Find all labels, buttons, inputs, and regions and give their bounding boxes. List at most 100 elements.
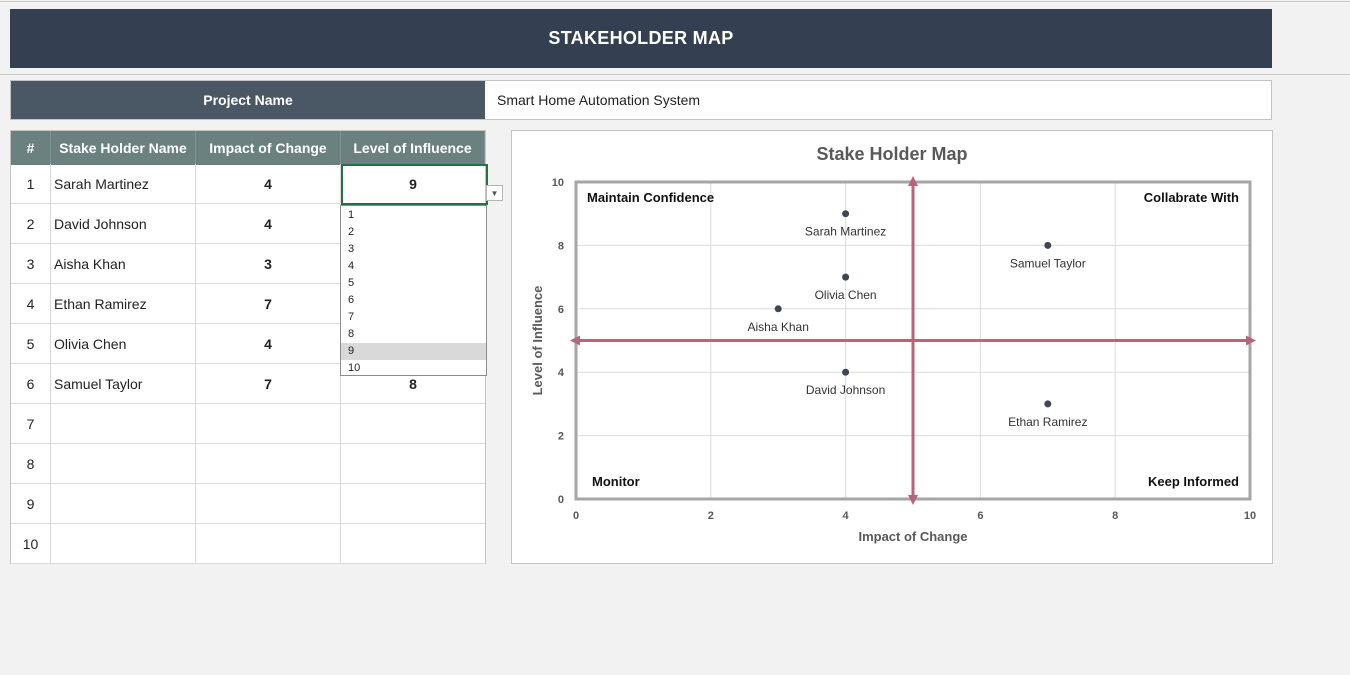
- quadrant-label-top-right: Collabrate With: [1144, 190, 1239, 205]
- row-number: 5: [11, 324, 51, 363]
- influence-cell[interactable]: [341, 404, 485, 443]
- stakeholder-name-cell[interactable]: [51, 484, 196, 523]
- impact-cell[interactable]: 4: [196, 324, 341, 363]
- project-name-value[interactable]: Smart Home Automation System: [497, 92, 701, 108]
- table-row: 5 Olivia Chen 4: [11, 324, 485, 364]
- x-tick-label: 0: [573, 510, 579, 522]
- data-point: [842, 210, 850, 218]
- selected-cell-outline: [341, 164, 488, 205]
- impact-cell[interactable]: [196, 524, 341, 563]
- y-tick-label: 6: [558, 304, 564, 316]
- table-row: 6 Samuel Taylor 7 8: [11, 364, 485, 404]
- row-number: 3: [11, 244, 51, 283]
- x-tick-label: 4: [843, 510, 850, 522]
- influence-cell[interactable]: 8: [409, 375, 417, 392]
- dropdown-option[interactable]: 3: [348, 243, 355, 255]
- x-tick-label: 2: [708, 510, 714, 522]
- header-stakeholder-name: Stake Holder Name: [51, 131, 196, 165]
- row-number: 10: [11, 524, 51, 563]
- impact-cell[interactable]: [196, 404, 341, 443]
- impact-cell[interactable]: 7: [196, 364, 341, 403]
- sheet-divider-line: [0, 74, 1350, 75]
- data-point: [1044, 241, 1052, 249]
- quadrant-label-bottom-right: Keep Informed: [1148, 474, 1239, 489]
- stakeholder-name-cell[interactable]: Ethan Ramirez: [51, 284, 196, 323]
- data-point: [774, 305, 782, 313]
- stakeholder-name-cell[interactable]: [51, 444, 196, 483]
- stakeholder-name-cell[interactable]: David Johnson: [51, 204, 196, 243]
- impact-cell[interactable]: 3: [196, 244, 341, 283]
- dropdown-option[interactable]: 1: [348, 209, 355, 221]
- row-number: 2: [11, 204, 51, 243]
- stakeholder-name-cell[interactable]: [51, 404, 196, 443]
- row-number: 8: [11, 444, 51, 483]
- sheet-top-line: [0, 1, 1350, 2]
- dropdown-option[interactable]: 10: [348, 362, 361, 374]
- dropdown-option[interactable]: 2: [348, 226, 355, 238]
- table-row: 10: [11, 524, 485, 564]
- impact-cell[interactable]: [196, 444, 341, 483]
- x-tick-label: 6: [977, 510, 983, 522]
- stakeholder-name-cell[interactable]: Olivia Chen: [51, 324, 196, 363]
- chart-title: Stake Holder Map: [816, 144, 967, 164]
- stakeholder-name-cell[interactable]: [51, 524, 196, 563]
- row-number: 1: [11, 164, 51, 203]
- banner-title: STAKEHOLDER MAP: [10, 9, 1272, 68]
- quadrant-label-bottom-left: Monitor: [592, 474, 640, 489]
- x-tick-label: 8: [1112, 510, 1118, 522]
- chart-panel: Stake Holder Map 0 2 4 6 8 10 0 2 4 6 8 10 Maintain C…: [511, 130, 1273, 564]
- header-level-of-influence: Level of Influence: [341, 131, 485, 165]
- row-number: 9: [11, 484, 51, 523]
- y-tick-label: 10: [552, 177, 564, 189]
- row-number: 4: [11, 284, 51, 323]
- dropdown-option[interactable]: 4: [348, 260, 355, 272]
- y-tick-label: 8: [558, 240, 564, 252]
- row-number: 7: [11, 404, 51, 443]
- data-point-label: Aisha Khan: [748, 320, 809, 334]
- stakeholder-map-chart: Stake Holder Map 0 2 4 6 8 10 0 2 4 6 8 10 Maintain C…: [530, 144, 1256, 544]
- dropdown-option[interactable]: 9: [341, 343, 486, 360]
- header-number: #: [11, 131, 51, 165]
- influence-cell[interactable]: 9: [409, 175, 417, 192]
- row-number: 6: [11, 364, 51, 403]
- dropdown-option[interactable]: 6: [348, 294, 355, 306]
- table-row: 8: [11, 444, 485, 484]
- data-point-label: Ethan Ramirez: [1008, 415, 1087, 429]
- influence-cell[interactable]: [341, 444, 485, 483]
- dropdown-button[interactable]: ▼: [486, 185, 503, 201]
- dropdown-option[interactable]: 7: [348, 311, 355, 323]
- influence-dropdown-list: 1 2 3 4 5 6 7 8 9 10: [340, 205, 487, 376]
- impact-cell[interactable]: 4: [196, 204, 341, 243]
- data-point: [842, 368, 850, 376]
- influence-cell[interactable]: [341, 484, 485, 523]
- y-tick-label: 2: [558, 431, 564, 443]
- stakeholder-name-cell[interactable]: Aisha Khan: [51, 244, 196, 283]
- y-tick-label: 4: [558, 367, 565, 379]
- table-row: 9: [11, 484, 485, 524]
- y-tick-label: 0: [558, 494, 564, 506]
- impact-cell[interactable]: 4: [196, 164, 341, 203]
- data-point: [842, 273, 850, 281]
- y-axis-label: Level of Influence: [530, 286, 545, 396]
- data-point: [1044, 400, 1052, 408]
- dropdown-option[interactable]: 8: [348, 328, 355, 340]
- x-tick-label: 10: [1244, 510, 1256, 522]
- table-header: # Stake Holder Name Impact of Change Lev…: [11, 131, 485, 165]
- data-point-label: Olivia Chen: [815, 288, 877, 302]
- dropdown-option[interactable]: 5: [348, 277, 355, 289]
- influence-cell[interactable]: [341, 524, 485, 563]
- impact-cell[interactable]: 7: [196, 284, 341, 323]
- table-row: 4 Ethan Ramirez 7: [11, 284, 485, 324]
- table-row: 7: [11, 404, 485, 444]
- table-row: 1 Sarah Martinez 4 9: [11, 164, 485, 204]
- data-point-label: Sarah Martinez: [805, 225, 886, 239]
- data-point-label: David Johnson: [806, 383, 885, 397]
- quadrant-label-top-left: Maintain Confidence: [587, 190, 714, 205]
- impact-cell[interactable]: [196, 484, 341, 523]
- stakeholder-name-cell[interactable]: Sarah Martinez: [51, 164, 196, 203]
- project-name-label: Project Name: [11, 81, 485, 119]
- stakeholder-name-cell[interactable]: Samuel Taylor: [51, 364, 196, 403]
- chevron-down-icon: ▼: [490, 188, 499, 198]
- project-row: Project Name Smart Home Automation Syste…: [10, 80, 1272, 120]
- data-point-label: Samuel Taylor: [1010, 256, 1086, 270]
